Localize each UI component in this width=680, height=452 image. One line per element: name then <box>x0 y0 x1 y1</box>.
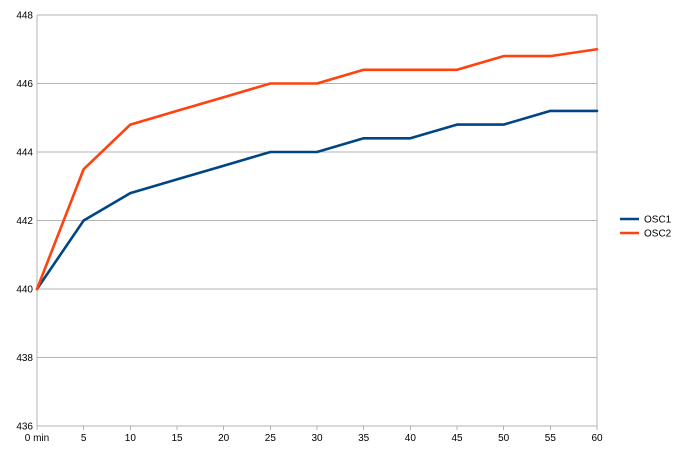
x-tick-label: 15 <box>171 433 183 444</box>
x-tick-label: 5 <box>81 433 87 444</box>
y-tick-label: 438 <box>16 353 33 364</box>
x-tick-label: 20 <box>218 433 230 444</box>
x-tick-label: 50 <box>498 433 510 444</box>
y-tick-label: 442 <box>16 216 33 227</box>
x-tick-label: 35 <box>358 433 370 444</box>
y-tick-label: 448 <box>16 11 33 22</box>
x-tick-label: 0 min <box>25 433 49 444</box>
y-tick-label: 444 <box>16 148 33 159</box>
legend: OSC1 OSC2 <box>620 215 672 240</box>
y-tick-label: 436 <box>16 422 33 433</box>
x-tick-label: 25 <box>265 433 277 444</box>
y-tick-label: 446 <box>16 79 33 90</box>
x-tick-label: 55 <box>545 433 557 444</box>
x-tick-label: 45 <box>451 433 463 444</box>
x-tick-label: 30 <box>311 433 323 444</box>
x-tick-label: 40 <box>405 433 417 444</box>
series-line-osc1 <box>35 109 599 291</box>
x-tick-label: 10 <box>125 433 137 444</box>
legend-label-osc1: OSC1 <box>644 215 672 226</box>
legend-label-osc2: OSC2 <box>644 229 672 240</box>
y-axis-tick-labels: 436 438 440 442 444 446 448 <box>16 11 33 433</box>
series-line-osc2 <box>35 47 599 291</box>
series-lines <box>35 47 599 291</box>
axes <box>36 15 598 430</box>
x-axis-tick-labels: 0 min 5 10 15 20 25 30 35 40 45 50 55 60 <box>25 433 603 444</box>
x-tick-label: 60 <box>591 433 603 444</box>
gridlines <box>37 14 597 427</box>
y-tick-label: 440 <box>16 285 33 296</box>
